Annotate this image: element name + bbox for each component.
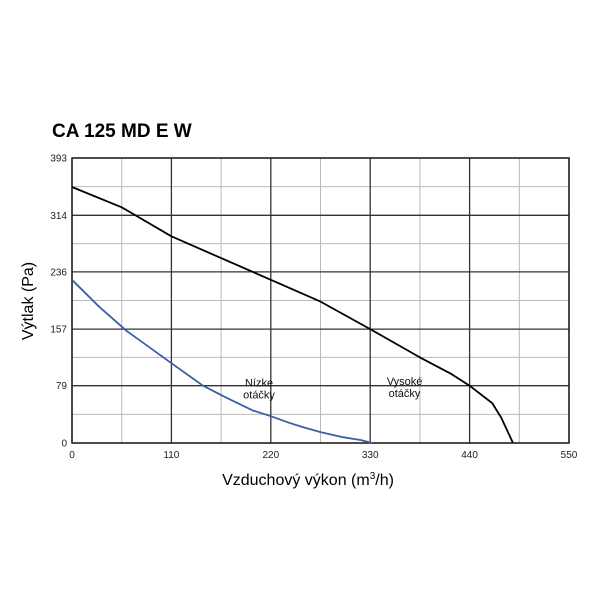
curve-annotation-label: Nízke [245,377,273,389]
y-tick-label: 0 [61,439,67,450]
x-tick-label: 330 [362,450,379,461]
grid [71,157,570,444]
x-tick-label: 0 [69,450,75,461]
x-axis-title: Vzduchový výkon (m3/h) [222,471,394,489]
curve-annotation-label: otáčky [243,389,275,401]
y-tick-label: 314 [50,211,67,222]
x-tick-label: 440 [461,450,478,461]
plot-frame [71,157,570,444]
y-axis-title: Výtlak (Pa) [20,262,37,340]
series-line-high-speed [71,186,514,444]
y-tick-label: 393 [50,154,67,165]
series-line-low-speed [71,279,373,444]
x-tick-label: 550 [561,450,578,461]
chart-title: CA 125 MD E W [52,121,192,142]
x-tick-label: 110 [163,450,179,461]
tick-labels: 0 110 220 330 440 550 0 79 157 236 314 393 [50,154,577,462]
x-axis-title-superscript: 3 [370,471,376,482]
y-tick-label: 79 [56,381,68,392]
y-tick-label: 236 [50,267,67,278]
series-lines [71,186,514,444]
curve-annotation-label: otáčky [389,388,421,400]
x-axis-title-suffix: /h) [375,472,394,489]
y-tick-label: 157 [50,325,67,336]
x-axis-title-main: Vzduchový výkon (m [222,472,370,489]
x-tick-label: 220 [262,450,279,461]
curve-annotation-label: Vysoké [387,376,423,388]
